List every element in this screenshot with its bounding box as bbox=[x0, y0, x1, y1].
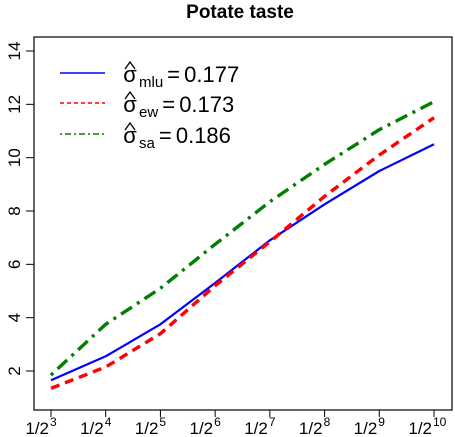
x-tick-label: 1/2 9 bbox=[354, 415, 386, 437]
x-tick-base: 1/2 bbox=[25, 419, 49, 437]
y-tick-label: 4 bbox=[5, 313, 24, 322]
legend-hat bbox=[124, 60, 136, 70]
x-tick-exponent: 5 bbox=[159, 415, 166, 429]
chart-title: Potate taste bbox=[186, 2, 294, 23]
legend-equals: = bbox=[167, 62, 180, 87]
y-tick-label: 8 bbox=[5, 206, 24, 215]
x-tick-base: 1/2 bbox=[80, 419, 104, 437]
y-tick-label: 10 bbox=[5, 148, 24, 167]
legend-equals: = bbox=[159, 123, 172, 148]
y-tick-label: 14 bbox=[5, 42, 24, 61]
legend-value: 0.186 bbox=[176, 123, 231, 148]
series-line-sa bbox=[49, 100, 435, 377]
x-tick-exponent: 9 bbox=[378, 415, 385, 429]
x-tick-base: 1/2 bbox=[408, 419, 432, 437]
legend-hat bbox=[124, 90, 136, 100]
x-tick-label: 1/2 5 bbox=[135, 415, 167, 437]
legend-equals: = bbox=[162, 92, 175, 117]
x-tick-label: 1/2 8 bbox=[299, 415, 331, 437]
x-tick-exponent: 8 bbox=[324, 415, 331, 429]
x-tick-label: 1/2 3 bbox=[25, 415, 57, 437]
legend-subscript: ew bbox=[139, 104, 158, 121]
legend-subscript: mlu bbox=[139, 74, 163, 91]
y-tick-label: 12 bbox=[5, 95, 24, 114]
x-tick-exponent: 10 bbox=[433, 415, 447, 429]
x-tick-exponent: 4 bbox=[105, 415, 112, 429]
x-tick-label: 1/2 7 bbox=[244, 415, 276, 437]
y-tick-label: 2 bbox=[5, 366, 24, 375]
y-axis: 2 4 6 8 10 12 14 bbox=[5, 42, 34, 376]
x-tick-base: 1/2 bbox=[299, 419, 323, 437]
legend-value: 0.177 bbox=[184, 62, 239, 87]
plot-frame bbox=[33, 36, 453, 411]
x-tick-exponent: 3 bbox=[50, 415, 57, 429]
legend-sigma: σ bbox=[123, 92, 137, 117]
x-tick-exponent: 6 bbox=[214, 415, 221, 429]
x-tick-exponent: 7 bbox=[269, 415, 276, 429]
x-axis: 1/2 3 1/2 4 1/2 5 1/2 6 1/2 7 1/2 8 1/2 9 1/2 10 bbox=[25, 410, 447, 437]
legend-sigma: σ bbox=[123, 123, 137, 148]
x-tick-base: 1/2 bbox=[354, 419, 378, 437]
series-line-ew bbox=[50, 116, 435, 390]
x-tick-label: 1/2 10 bbox=[408, 415, 446, 437]
legend-value: 0.173 bbox=[179, 92, 234, 117]
x-tick-label: 1/2 4 bbox=[80, 415, 112, 437]
x-tick-base: 1/2 bbox=[244, 419, 268, 437]
x-tick-base: 1/2 bbox=[135, 419, 159, 437]
y-tick-label: 6 bbox=[5, 260, 24, 269]
legend-sigma: σ bbox=[123, 62, 137, 87]
x-tick-label: 1/2 6 bbox=[190, 415, 222, 437]
x-tick-base: 1/2 bbox=[190, 419, 214, 437]
legend-subscript: sa bbox=[139, 135, 156, 152]
series-layer bbox=[49, 100, 435, 390]
legend-hat bbox=[124, 121, 136, 131]
